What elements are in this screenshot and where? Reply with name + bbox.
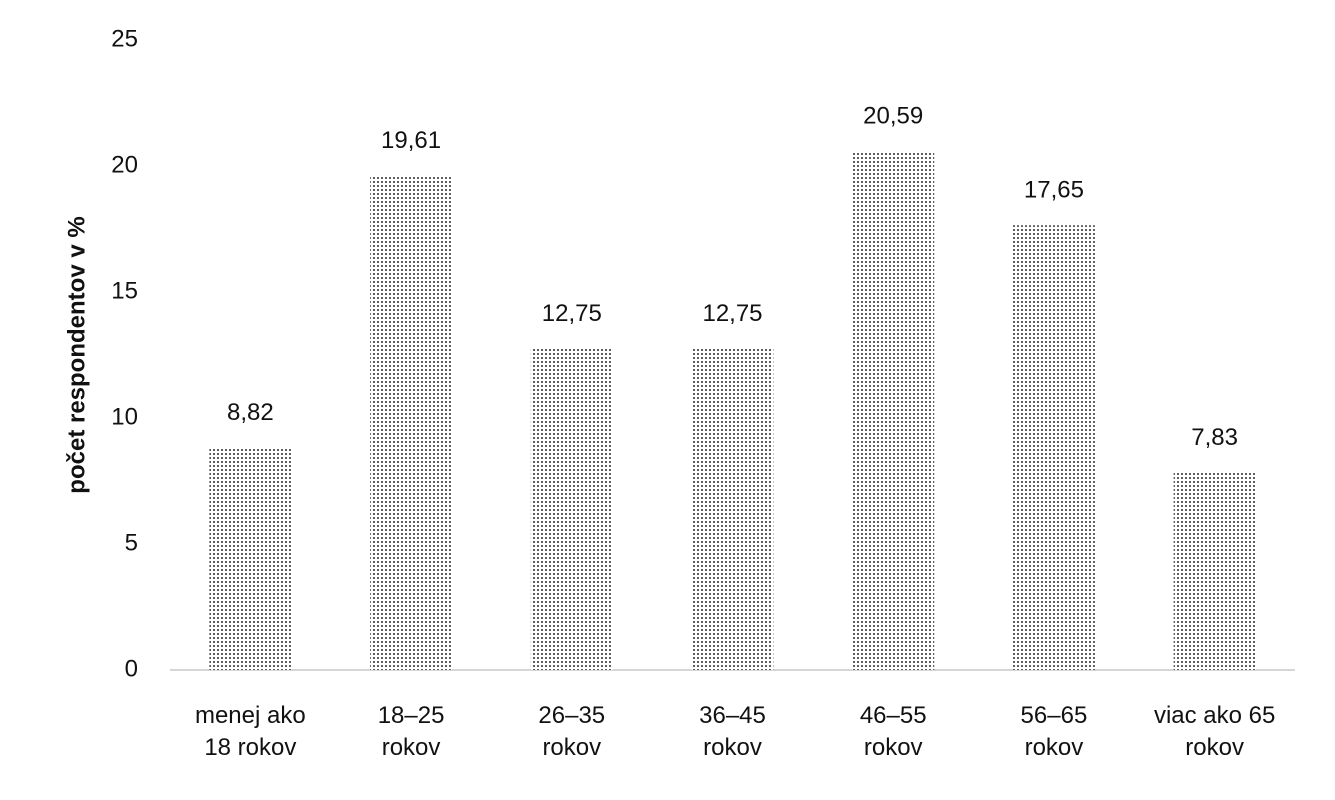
x-tick-label: menej ako 18 rokov	[194, 702, 306, 761]
y-tick-label: 15	[111, 277, 138, 304]
x-tick-label: 26–35 rokov	[538, 702, 606, 761]
bar	[1173, 472, 1256, 670]
y-tick-label: 5	[125, 529, 138, 556]
y-tick-label: 20	[111, 151, 138, 178]
y-axis-title: počet respondentov v %	[63, 216, 90, 493]
x-tick-label: 18–25 rokov	[377, 702, 445, 761]
value-label: 17,65	[1024, 177, 1084, 204]
bar	[852, 151, 935, 670]
value-label: 20,59	[863, 102, 923, 129]
value-label: 7,83	[1191, 424, 1238, 451]
bar	[1012, 225, 1095, 670]
bar	[530, 348, 613, 670]
y-tick-label: 25	[111, 25, 138, 52]
value-label: 8,82	[227, 399, 274, 426]
x-tick-label: 56–65 rokov	[1020, 702, 1088, 761]
x-tick-label: 46–55 rokov	[859, 702, 927, 761]
bar	[691, 348, 774, 670]
bar	[209, 447, 292, 670]
value-label: 19,61	[381, 127, 441, 154]
value-label: 12,75	[542, 300, 602, 327]
y-tick-label: 0	[125, 655, 138, 682]
value-label: 12,75	[702, 300, 762, 327]
y-tick-label: 10	[111, 403, 138, 430]
x-tick-label: 36–45 rokov	[699, 702, 766, 761]
x-tick-label: viac ako 65 rokov	[1153, 702, 1276, 761]
bar	[370, 175, 453, 670]
